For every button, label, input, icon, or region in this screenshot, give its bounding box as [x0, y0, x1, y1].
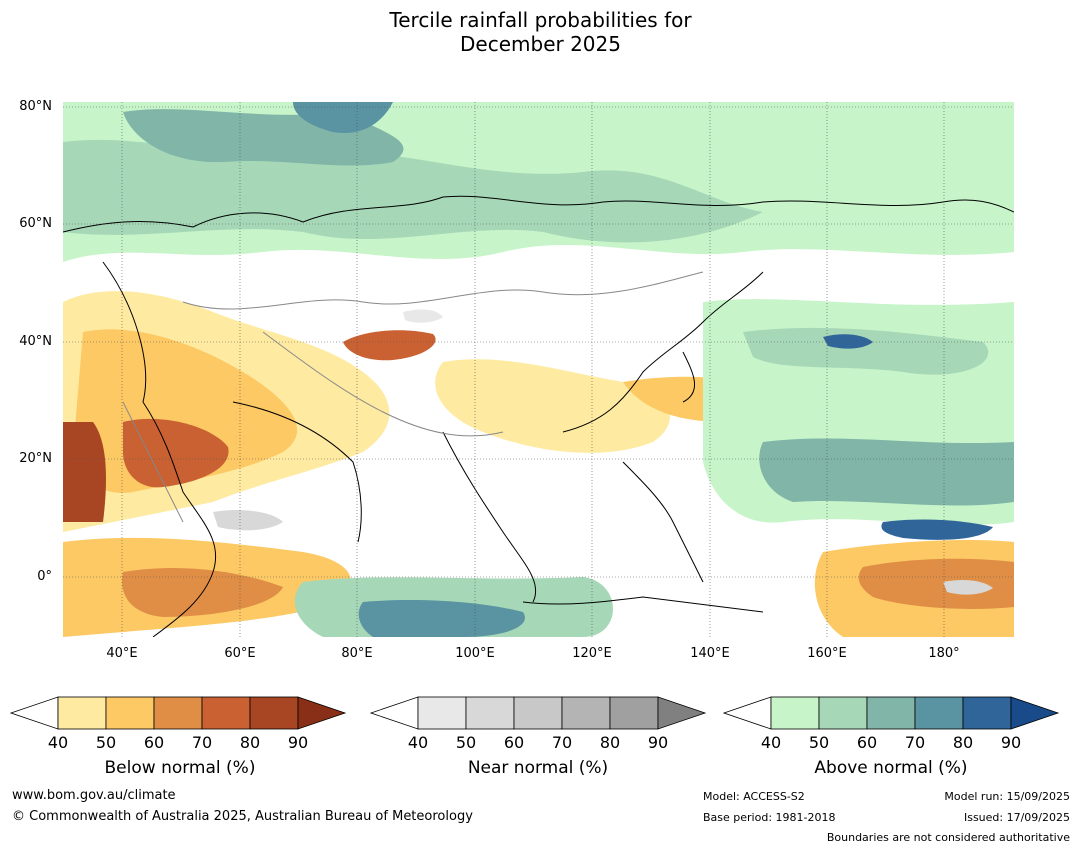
- colorbar-tick-label: 70: [191, 733, 213, 752]
- colorbar-tick-label: 80: [599, 733, 621, 752]
- lon-label-140e: 140°E: [690, 646, 730, 661]
- colorbar-tick-label: 50: [95, 733, 117, 752]
- rainfall-map: [63, 102, 1014, 637]
- colorbar-segment: [513, 696, 563, 730]
- website-link[interactable]: www.bom.gov.au/climate: [12, 788, 176, 803]
- colorbar-segment: [770, 696, 820, 730]
- lon-label-120e: 120°E: [572, 646, 612, 661]
- title-line-1: Tercile rainfall probabilities for: [389, 8, 692, 32]
- colorbar-tick-label: 70: [551, 733, 573, 752]
- lon-label-60e: 60°E: [224, 646, 256, 661]
- model-run-text: Model run: 15/09/2025: [944, 790, 1070, 803]
- above-normal-label: Above normal (%): [814, 758, 968, 778]
- lat-label-80n: 80°N: [19, 99, 52, 114]
- colorbar-left-extend: [10, 696, 59, 730]
- colorbar-tick-label: 40: [47, 733, 69, 752]
- colorbar-tick-label: 80: [952, 733, 974, 752]
- colorbar-segment: [818, 696, 868, 730]
- colorbar-tick-label: 70: [904, 733, 926, 752]
- lon-label-160e: 160°E: [807, 646, 847, 661]
- colorbar-segment: [201, 696, 251, 730]
- lon-label-180: 180°: [928, 646, 960, 661]
- lat-label-20n: 20°N: [19, 451, 52, 466]
- colorbar-left-extend: [370, 696, 419, 730]
- title-line-2: December 2025: [460, 32, 621, 56]
- colorbar-tick-label: 90: [647, 733, 669, 752]
- base-period-text: Base period: 1981-2018: [703, 811, 836, 824]
- colorbar-tick-label: 80: [239, 733, 261, 752]
- model-text: Model: ACCESS-S2: [703, 790, 805, 803]
- lat-label-60n: 60°N: [19, 216, 52, 231]
- colorbar-tick-label: 60: [143, 733, 165, 752]
- colorbar-segment: [417, 696, 467, 730]
- colorbar-tick-label: 60: [856, 733, 878, 752]
- colorbar-tick-label: 50: [455, 733, 477, 752]
- colorbar-segment: [609, 696, 659, 730]
- colorbar-tick-label: 60: [503, 733, 525, 752]
- colorbar-right-extend: [657, 696, 707, 730]
- colorbar-right-extend: [1010, 696, 1060, 730]
- lon-label-80e: 80°E: [341, 646, 373, 661]
- colorbar-right-extend: [297, 696, 347, 730]
- lat-label-0: 0°: [37, 569, 52, 584]
- map-canvas: [63, 102, 1014, 637]
- colorbar-tick-label: 90: [1000, 733, 1022, 752]
- colorbar-segment: [249, 696, 299, 730]
- lon-label-40e: 40°E: [106, 646, 138, 661]
- lat-label-40n: 40°N: [19, 334, 52, 349]
- issued-text: Issued: 17/09/2025: [963, 811, 1070, 824]
- below-normal-label: Below normal (%): [104, 758, 256, 778]
- colorbar-tick-label: 40: [407, 733, 429, 752]
- near-normal-colorbar: [370, 696, 707, 730]
- near-normal-label: Near normal (%): [467, 758, 609, 778]
- colorbar-segment: [57, 696, 107, 730]
- colorbar-segment: [105, 696, 155, 730]
- colorbar-left-extend: [723, 696, 772, 730]
- map-title: Tercile rainfall probabilities for Decem…: [0, 8, 1081, 56]
- colorbar-tick-label: 90: [287, 733, 309, 752]
- colorbar-segment: [866, 696, 916, 730]
- colorbar-tick-label: 50: [808, 733, 830, 752]
- above-normal-colorbar: [723, 696, 1060, 730]
- below-normal-colorbar: [10, 696, 347, 730]
- boundaries-note: Boundaries are not considered authoritat…: [826, 831, 1070, 844]
- copyright-text: © Commonwealth of Australia 2025, Austra…: [12, 809, 473, 824]
- colorbar-segment: [561, 696, 611, 730]
- colorbar-segment: [153, 696, 203, 730]
- lon-label-100e: 100°E: [455, 646, 495, 661]
- colorbar-tick-label: 40: [760, 733, 782, 752]
- colorbar-segment: [914, 696, 964, 730]
- colorbar-segment: [962, 696, 1012, 730]
- colorbar-segment: [465, 696, 515, 730]
